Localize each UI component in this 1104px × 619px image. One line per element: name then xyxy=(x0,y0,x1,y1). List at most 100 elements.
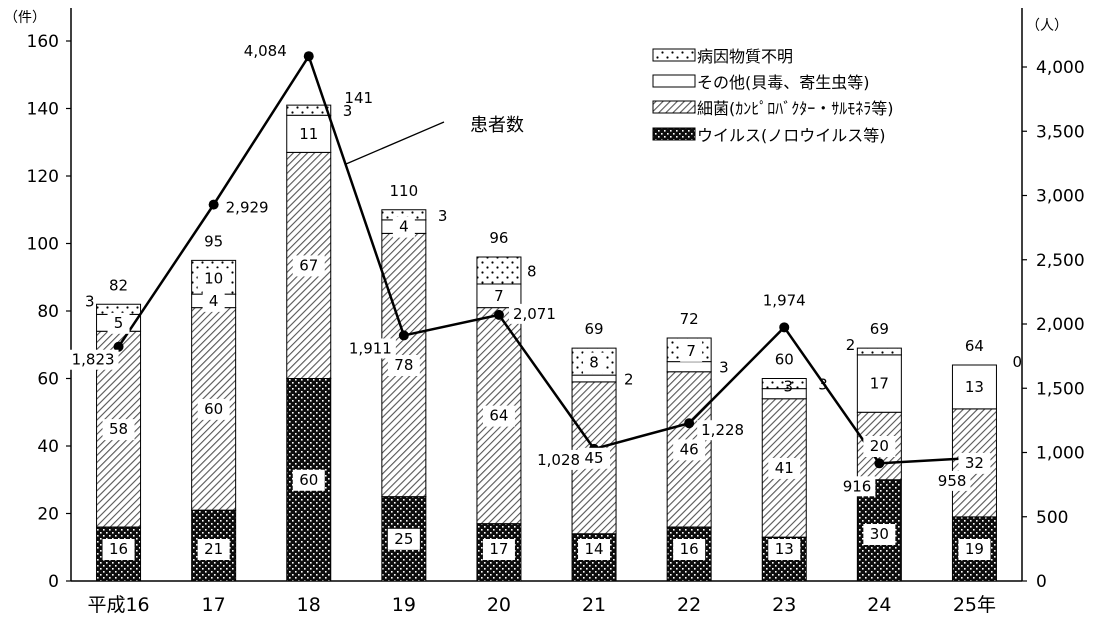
category-label: 20 xyxy=(487,594,511,616)
segment-label-bg xyxy=(392,216,415,238)
patient-label-bg xyxy=(528,449,585,470)
segment-label-other: 2 xyxy=(624,371,634,389)
left-tick-label: 160 xyxy=(27,32,59,52)
patient-label-bg xyxy=(756,290,812,311)
category-label: 23 xyxy=(772,594,796,616)
total-label: 82 xyxy=(109,276,128,294)
left-tick-label: 80 xyxy=(37,302,59,322)
total-label: 72 xyxy=(680,310,699,328)
segment-label-bg xyxy=(197,539,230,560)
segment-label-bg xyxy=(482,405,515,427)
segment-label-bacteria: 20 xyxy=(870,437,889,455)
segment-label-unknown: 3 xyxy=(438,207,448,225)
bar-segment-other xyxy=(571,374,617,383)
segment-label-virus: 14 xyxy=(585,540,604,558)
segment-label-unknown: 7 xyxy=(686,342,696,360)
segment-label-other: 4 xyxy=(399,218,409,236)
segment-label-other: 13 xyxy=(965,378,984,396)
patient-point xyxy=(493,309,504,320)
patient-line xyxy=(113,51,980,469)
patient-label-bg xyxy=(697,420,753,441)
right-tick-label: 1,000 xyxy=(1036,444,1085,464)
segment-label-other: 4 xyxy=(209,292,219,310)
patient-label-bg xyxy=(63,349,119,370)
segment-label-virus: 21 xyxy=(204,540,223,558)
patient-label-bg xyxy=(235,41,291,62)
segment-label-virus: 60 xyxy=(299,471,318,489)
legend-swatch-other xyxy=(652,74,696,88)
segment-label-bg xyxy=(292,469,325,491)
segment-label-virus: 25 xyxy=(394,530,413,548)
right-tick-label: 1,500 xyxy=(1036,379,1085,399)
segment-label-bg xyxy=(958,539,991,560)
total-label: 69 xyxy=(870,320,889,338)
segment-label-virus: 16 xyxy=(109,540,128,558)
legend-label-virus: ウイルス(ノロウイルス等) xyxy=(697,126,886,145)
segment-label-unknown: 2 xyxy=(846,336,856,354)
segment-label-bg xyxy=(768,457,801,479)
patient-label: 2,929 xyxy=(226,199,269,217)
patient-point xyxy=(208,199,219,210)
segment-label-bg xyxy=(673,439,706,461)
patient-point xyxy=(398,330,409,341)
category-label: 24 xyxy=(867,594,891,616)
left-tick-label: 60 xyxy=(37,370,59,390)
legend-label-other: その他(貝毒、寄生虫等) xyxy=(697,73,870,92)
data-labels: 1658532160410606711325784317647814452816… xyxy=(63,41,1022,560)
segment-label-virus: 19 xyxy=(965,540,984,558)
total-label: 110 xyxy=(390,182,419,200)
segment-label-bg xyxy=(292,255,325,277)
bar-segment-unknown xyxy=(856,347,902,356)
segment-label-other: 11 xyxy=(299,125,318,143)
segment-label-unknown: 0 xyxy=(1012,353,1022,371)
right-tick-label: 500 xyxy=(1036,508,1068,528)
right-tick-label: 0 xyxy=(1036,572,1047,592)
segment-label-bacteria: 32 xyxy=(965,454,984,472)
left-tick-label: 140 xyxy=(27,100,59,120)
bar-segment-unknown xyxy=(476,256,522,285)
patient-label-bg xyxy=(340,338,396,359)
segment-label-bg xyxy=(680,340,703,362)
segment-label-unknown: 3 xyxy=(85,292,95,310)
segment-label-bacteria: 67 xyxy=(299,256,318,274)
right-tick-label: 2,000 xyxy=(1036,315,1085,335)
segment-label-bg xyxy=(958,376,991,398)
patient-label: 1,823 xyxy=(72,351,115,369)
segment-label-bacteria: 60 xyxy=(204,400,223,418)
patient-point xyxy=(874,458,885,469)
patient-label-bg xyxy=(221,197,278,218)
segment-label-bacteria: 58 xyxy=(109,420,128,438)
segment-label-bg xyxy=(202,290,225,312)
bar-segment-unknown xyxy=(286,104,332,116)
total-label: 60 xyxy=(775,351,794,369)
total-label: 96 xyxy=(489,229,508,247)
category-label: 19 xyxy=(392,594,416,616)
segment-label-virus: 16 xyxy=(680,540,699,558)
segment-label-other: 7 xyxy=(494,287,504,305)
legend-swatch-virus xyxy=(652,127,696,141)
segment-label-bacteria: 46 xyxy=(680,440,699,458)
segment-label-unknown: 8 xyxy=(589,354,599,372)
patient-label: 1,974 xyxy=(763,291,806,309)
patient-label-bg xyxy=(508,303,565,324)
patient-label-bg xyxy=(838,476,876,497)
segment-label-bg xyxy=(107,312,130,334)
total-label: 141 xyxy=(344,89,373,107)
patient-point xyxy=(779,322,790,333)
left-tick-label: 0 xyxy=(48,572,59,592)
left-axis-unit: （件） xyxy=(4,10,46,26)
axes: 020406080100120140160（件）05001,0001,5002,… xyxy=(4,8,1085,616)
category-label: 17 xyxy=(202,594,226,616)
legend-label-bacteria: 細菌(ｶﾝﾋﾟﾛﾊﾞｸﾀｰ・ｻﾙﾓﾈﾗ等) xyxy=(697,99,894,118)
segment-label-bacteria: 64 xyxy=(489,407,508,425)
segment-label-bg xyxy=(673,539,706,560)
category-label: 25年 xyxy=(953,594,996,616)
segment-label-bg xyxy=(578,539,611,560)
segment-label-bg xyxy=(487,285,510,307)
segment-label-virus: 17 xyxy=(489,540,508,558)
segment-label-bacteria: 45 xyxy=(585,449,604,467)
right-axis-unit: （人） xyxy=(1026,18,1068,34)
segment-label-unknown: 8 xyxy=(527,263,537,281)
segment-label-bacteria: 78 xyxy=(394,356,413,374)
